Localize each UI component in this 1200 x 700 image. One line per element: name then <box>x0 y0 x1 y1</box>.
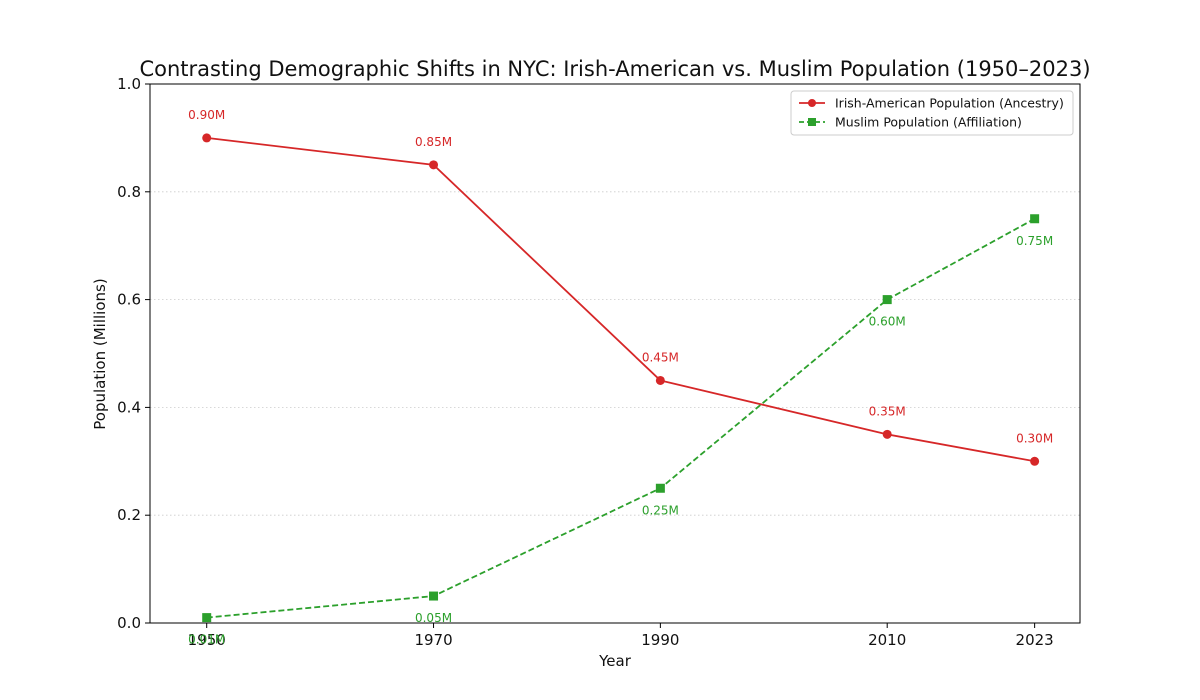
legend-marker <box>808 118 816 126</box>
x-tick-label: 1970 <box>414 631 452 649</box>
x-tick-label: 1950 <box>188 631 226 649</box>
data-point <box>202 613 212 623</box>
legend-box <box>790 90 1074 136</box>
plot-frame <box>149 83 1081 624</box>
x-tick-label: 2023 <box>1016 631 1054 649</box>
series <box>202 133 1040 623</box>
data-label: 0.45M <box>642 350 679 364</box>
legend-marker <box>808 99 816 107</box>
data-point <box>882 429 892 439</box>
data-point <box>1030 456 1040 466</box>
y-tick-label: 0.2 <box>117 506 141 524</box>
y-axis-label: Population (Millions) <box>91 278 109 429</box>
data-point <box>655 375 665 385</box>
data-label: 0.25M <box>642 503 679 517</box>
data-point <box>429 160 439 170</box>
legend: Irish-American Population (Ancestry) Musl… <box>790 90 1074 136</box>
y-tick-label: 0.6 <box>117 291 141 309</box>
x-tick-label: 2010 <box>868 631 906 649</box>
data-point <box>1030 214 1040 224</box>
y-tick-label: 0.8 <box>117 183 141 201</box>
data-labels: 0.90M 0.85M 0.45M 0.35M 0.30M 0.01M 0.05M 0.25M… <box>188 108 1053 647</box>
x-tick-label: 1990 <box>641 631 679 649</box>
data-label: 0.05M <box>415 611 452 625</box>
data-point <box>429 591 439 601</box>
y-tick-label: 1.0 <box>117 75 141 93</box>
data-label: 0.60M <box>869 315 906 329</box>
legend-label: Muslim Population (Affiliation) <box>835 115 1022 130</box>
data-label: 0.30M <box>1016 431 1053 445</box>
x-axis-label: Year <box>598 652 632 670</box>
axes: 0.0 0.2 0.4 0.6 0.8 1.0 1950 1970 1990 2010 2023 <box>117 75 1081 649</box>
legend-label: Irish-American Population (Ancestry) <box>835 96 1064 111</box>
data-point <box>202 133 212 143</box>
data-label: 0.85M <box>415 135 452 149</box>
data-label: 0.35M <box>869 404 906 418</box>
chart-title: Contrasting Demographic Shifts in NYC: I… <box>139 57 1090 81</box>
data-point <box>882 295 892 305</box>
data-label: 0.75M <box>1016 234 1053 248</box>
data-label: 0.90M <box>188 108 225 122</box>
y-tick-label: 0.0 <box>117 614 141 632</box>
y-tick-label: 0.4 <box>117 398 141 416</box>
data-label: 0.01M <box>188 633 225 647</box>
grid <box>150 191 1080 516</box>
data-point <box>655 483 665 493</box>
series-line-1 <box>206 217 1036 619</box>
